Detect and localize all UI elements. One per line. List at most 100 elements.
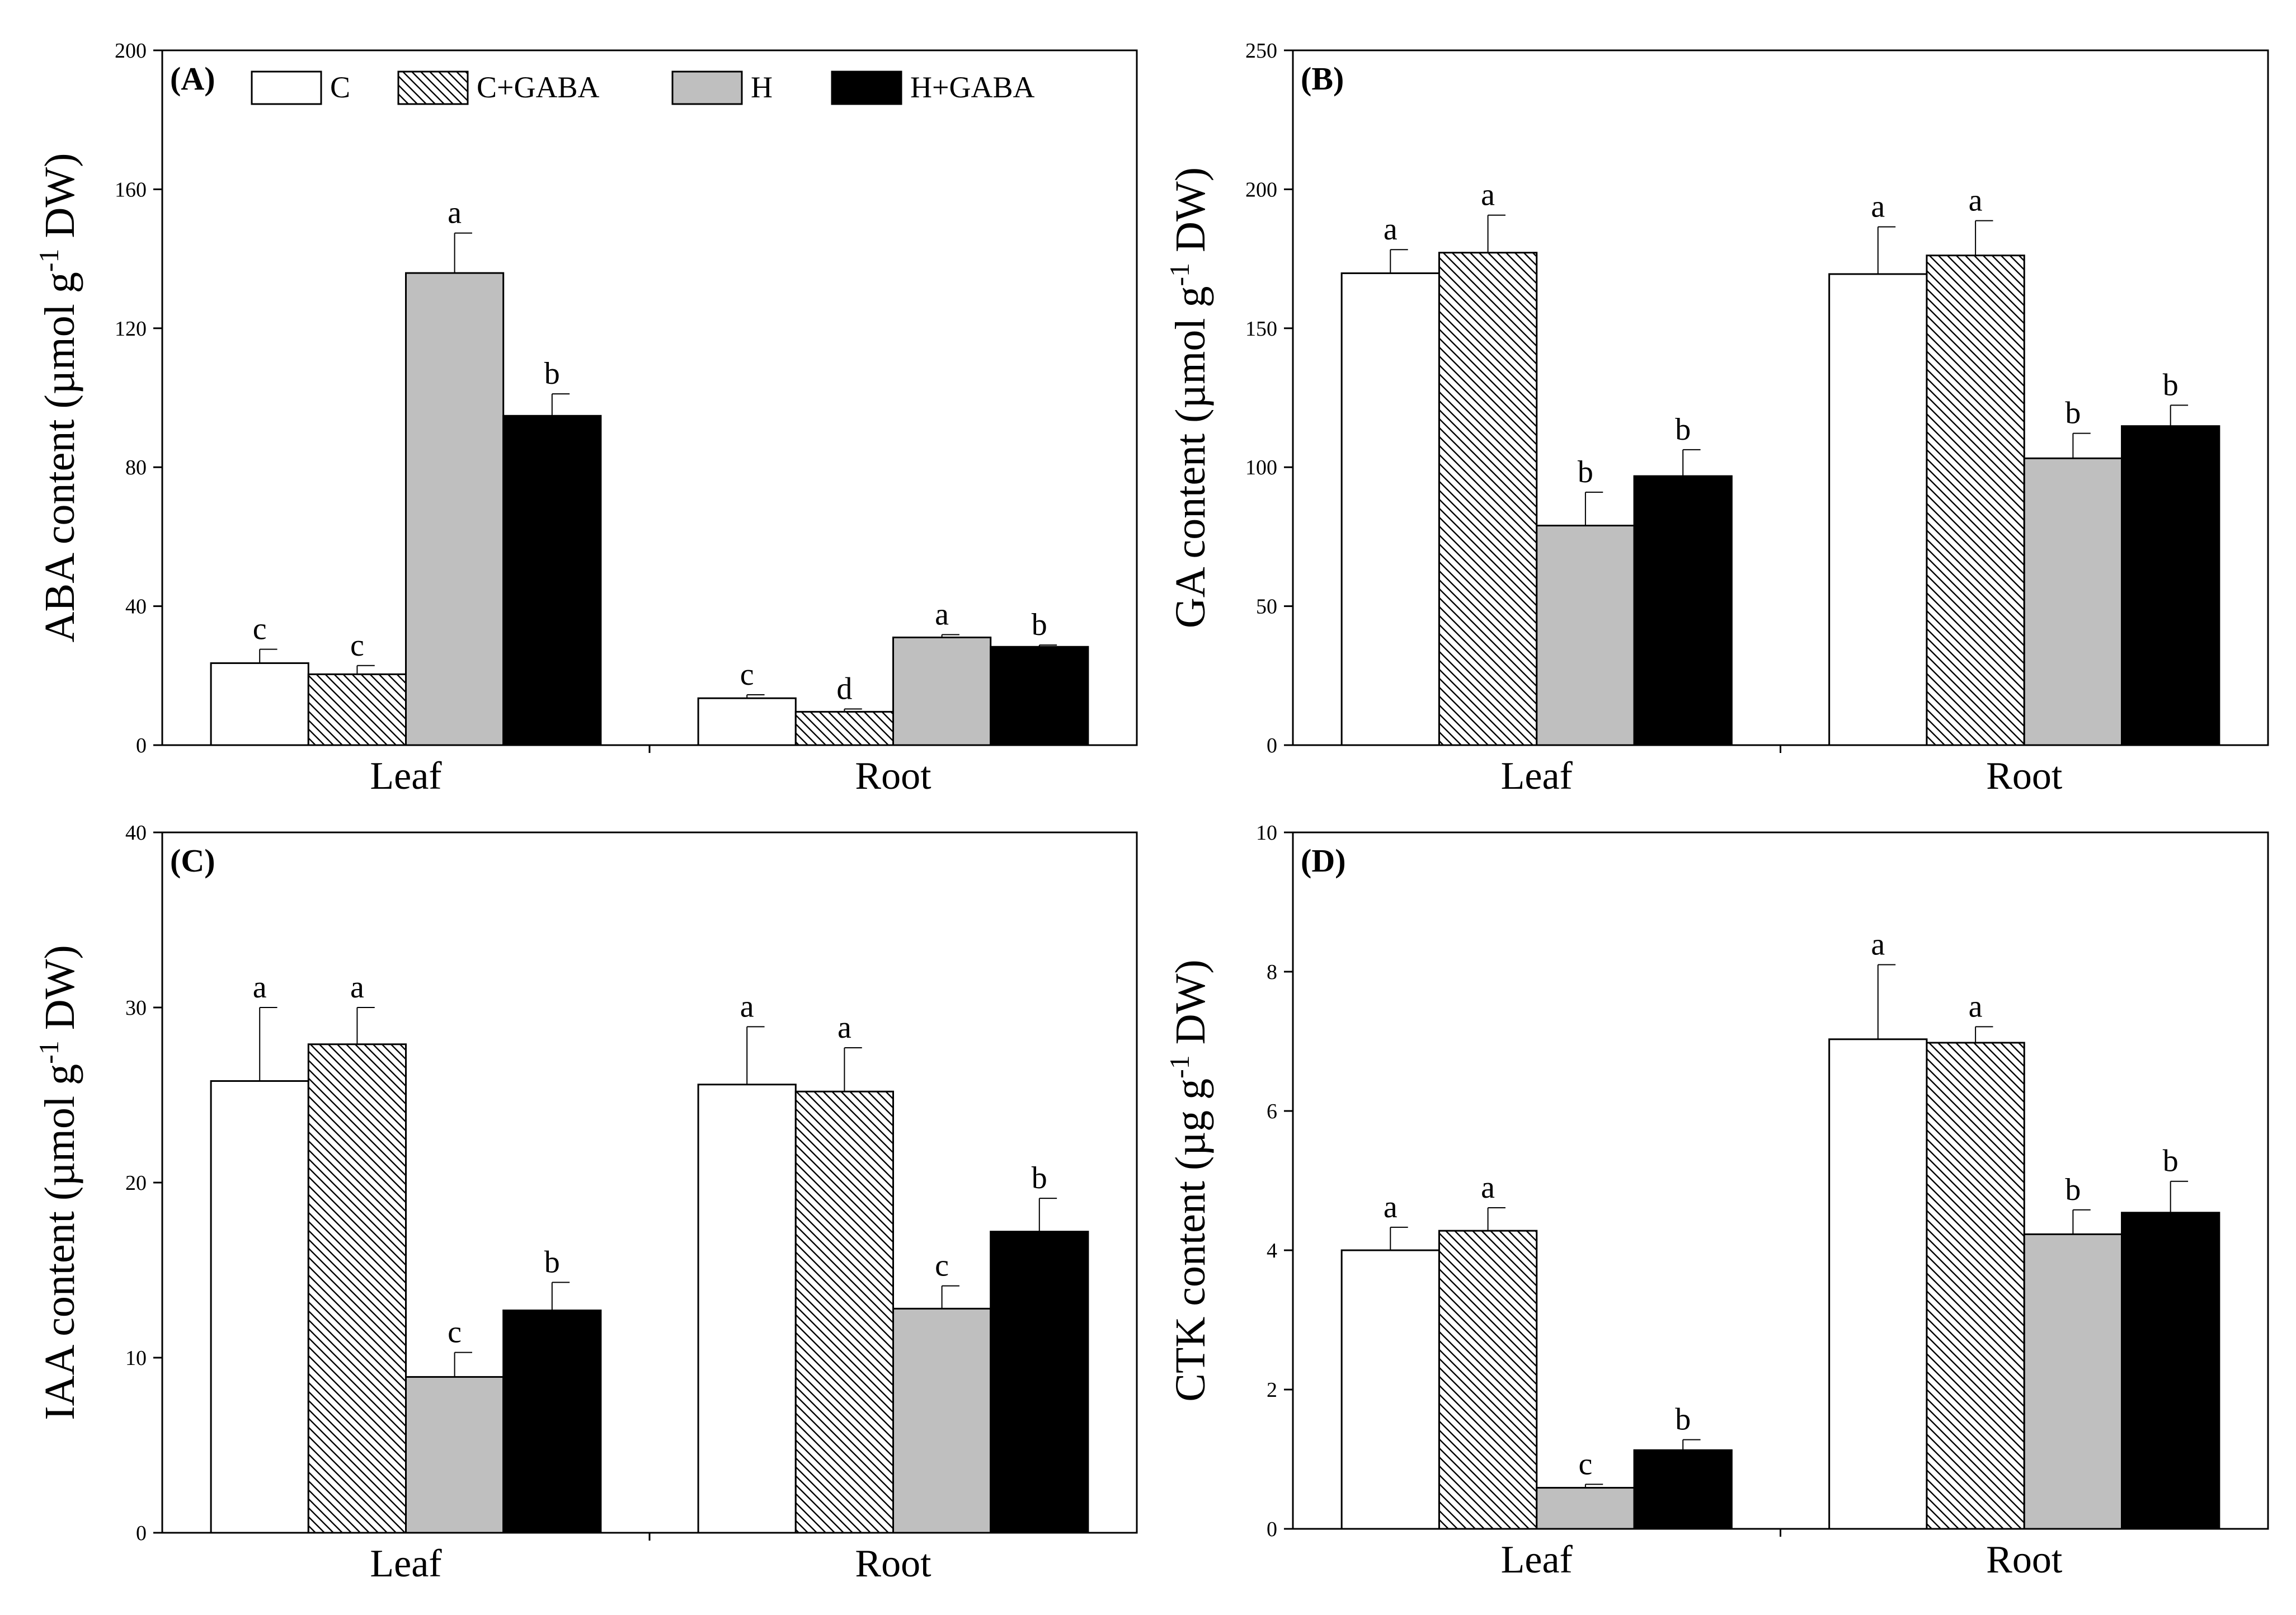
bar [307, 673, 407, 746]
significance-letter: a [1871, 189, 1885, 224]
y-axis-label-tail: DW) [36, 153, 83, 249]
significance-letter: a [253, 970, 267, 1005]
x-category-label: Leaf [1501, 1538, 1573, 1581]
y-tick-label: 100 [1245, 456, 1277, 479]
significance-letter: a [1384, 1190, 1398, 1225]
panel-label: (D) [1301, 842, 1346, 879]
y-tick-label: 150 [1245, 317, 1277, 341]
y-tick-label: 80 [125, 456, 147, 479]
significance-letter: c [1578, 1447, 1592, 1481]
y-axis-label-sup: -1 [1164, 263, 1195, 286]
y-axis-label-tail: DW) [1167, 959, 1214, 1055]
significance-letter: c [253, 612, 267, 647]
significance-letter: a [838, 1010, 851, 1045]
significance-letter: b [1032, 608, 1047, 642]
y-tick-label: 2 [1267, 1378, 1277, 1402]
y-axis-label-sup: -1 [33, 1040, 64, 1064]
panel-label: (A) [170, 60, 215, 97]
significance-letter: c [350, 628, 364, 663]
bar [210, 1080, 309, 1534]
y-tick-label: 0 [1267, 1518, 1277, 1541]
x-category-label: Root [1986, 755, 2063, 798]
y-tick-label: 120 [115, 317, 147, 341]
panel-label: (B) [1301, 60, 1344, 97]
significance-letter: b [1675, 412, 1691, 447]
significance-letter: c [740, 657, 754, 692]
significance-letter: a [740, 989, 754, 1024]
y-tick-label: 4 [1267, 1239, 1277, 1263]
significance-letter: c [935, 1249, 949, 1283]
significance-letter: b [544, 356, 560, 391]
y-axis-label-tail: DW) [36, 945, 83, 1040]
legend-swatch [831, 70, 902, 105]
significance-letter: a [448, 196, 462, 230]
y-tick-label: 50 [1256, 595, 1277, 619]
panel-label: (C) [170, 842, 215, 879]
y-tick-label: 30 [125, 996, 147, 1020]
y-tick-label: 10 [1256, 821, 1277, 845]
panel-4: 0 2 4 6 8 10 CTK content (µg g-1 DW) Leaf a a c b Ro… [1164, 821, 2269, 1581]
y-axis-label: ABA content (µmol g-1 DW) [33, 153, 83, 643]
bar [1536, 1487, 1635, 1530]
bar [1438, 1230, 1538, 1530]
bar [2023, 457, 2123, 746]
y-tick-label: 0 [136, 1522, 147, 1545]
bar [892, 1307, 992, 1534]
y-axis-label: IAA content (µmol g-1 DW) [33, 945, 83, 1420]
significance-letter: a [350, 970, 364, 1005]
significance-letter: b [1675, 1402, 1691, 1437]
bar [2023, 1233, 2123, 1530]
bar [697, 697, 797, 746]
bar [502, 415, 602, 746]
significance-letter: a [1969, 183, 1983, 218]
bar [1926, 255, 2025, 746]
bar [1633, 1449, 1733, 1530]
y-tick-label: 160 [115, 178, 147, 201]
bar [794, 1090, 895, 1534]
legend: C C+GABA H H+GABA [251, 70, 1034, 105]
bar [1828, 273, 1928, 746]
significance-letter: b [544, 1245, 560, 1279]
y-tick-label: 200 [115, 39, 147, 63]
significance-letter: b [2065, 1173, 2081, 1207]
significance-letter: b [2163, 1144, 2179, 1179]
x-category-label: Root [1986, 1538, 2063, 1581]
x-category-label: Leaf [370, 1542, 442, 1585]
significance-letter: d [836, 671, 852, 706]
y-axis-label-sup: -1 [33, 248, 64, 272]
x-category-label: Root [855, 755, 931, 798]
x-category-label: Root [855, 1542, 931, 1585]
significance-letter: b [2163, 368, 2179, 402]
y-tick-label: 250 [1245, 39, 1277, 63]
panel-2: 0 50 100 150 200 250 GA content (µmol g-1 DW) L… [1164, 39, 2269, 798]
bar [1438, 252, 1538, 746]
significance-letter: c [448, 1315, 462, 1350]
y-axis-label: CTK content (µg g-1 DW) [1164, 959, 1214, 1401]
y-tick-label: 8 [1267, 960, 1277, 984]
y-tick-label: 0 [136, 734, 147, 757]
significance-letter: a [1481, 178, 1495, 213]
significance-letter: a [1384, 212, 1398, 247]
significance-letter: b [2065, 396, 2081, 431]
y-axis-label-main: GA content (µmol g [1167, 286, 1214, 628]
bar [1340, 1249, 1440, 1530]
bar [990, 1231, 1089, 1534]
significance-letter: a [1969, 989, 1983, 1024]
y-tick-label: 40 [125, 595, 147, 619]
bar [990, 646, 1089, 746]
y-tick-label: 0 [1267, 734, 1277, 757]
y-tick-label: 6 [1267, 1100, 1277, 1123]
bar [1536, 525, 1635, 746]
legend-label: H+GABA [910, 70, 1034, 104]
bar [1926, 1042, 2025, 1530]
bar [307, 1043, 407, 1534]
legend-label: H [751, 70, 773, 104]
panel-3: 0 10 20 30 40 IAA content (µmol g-1 DW) Leaf a a… [33, 821, 1138, 1585]
legend-swatch [671, 70, 743, 105]
significance-letter: b [1578, 455, 1593, 489]
bar [697, 1084, 797, 1534]
y-tick-label: 20 [125, 1171, 147, 1195]
bar [794, 710, 895, 746]
